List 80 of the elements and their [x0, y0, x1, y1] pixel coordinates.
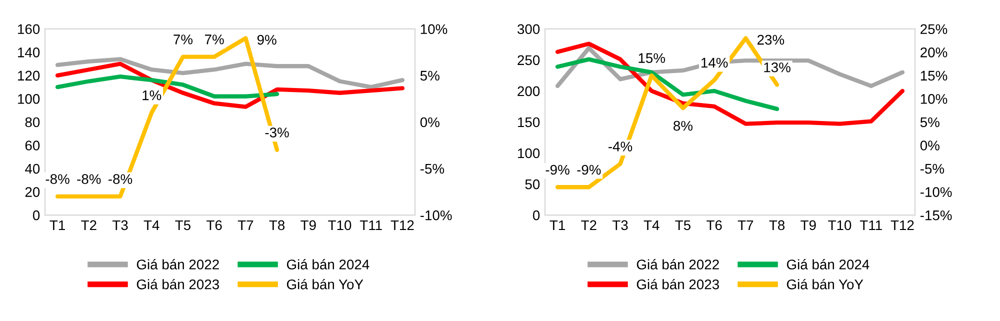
y2-tick-label: 15%	[920, 70, 948, 81]
data-label: 7%	[174, 34, 193, 44]
x-tick-label: T10	[328, 220, 352, 230]
legend-label: Giá bán 2024	[286, 259, 370, 270]
y2-tick-label: -15%	[920, 210, 952, 220]
legend-label: Giá bán 2024	[786, 259, 870, 270]
data-label: 1%	[142, 90, 162, 100]
line-series	[55, 57, 405, 90]
y-tick-label: 0	[32, 210, 40, 220]
legend-label: Giá bán YoY	[786, 278, 864, 290]
x-tick-label: T5	[675, 220, 690, 230]
y-tick-label: 140	[18, 47, 40, 58]
x-tick-label: T3	[112, 220, 128, 230]
data-label: -9%	[577, 164, 601, 175]
data-label: -4%	[608, 142, 632, 152]
y-tick-label: 60	[25, 140, 40, 150]
y-tick-label: 100	[518, 148, 540, 158]
x-tick-label: T12	[890, 220, 914, 230]
x-tick-label: T4	[644, 220, 660, 230]
x-tick-label: T12	[390, 220, 414, 230]
y-tick-label: 300	[518, 24, 540, 34]
x-tick-label: T8	[269, 220, 285, 230]
x-tick-label: T6	[706, 220, 722, 230]
y2-tick-label: 5%	[420, 70, 440, 81]
y-tick-label: 160	[18, 24, 40, 34]
legend-label: Giá bán YoY	[286, 278, 364, 290]
data-label: -8%	[108, 174, 132, 184]
y2-tick-label: -10%	[920, 187, 952, 197]
x-tick-label: T9	[300, 220, 316, 230]
data-label: 15%	[638, 53, 666, 63]
y2-tick-label: -10%	[420, 210, 452, 220]
y2-tick-label: 10%	[920, 94, 948, 104]
data-label: 8%	[674, 120, 693, 131]
legend-label: Giá bán 2022	[136, 259, 219, 270]
data-label: 13%	[764, 62, 790, 72]
x-tick-label: T3	[612, 220, 628, 230]
data-label: -9%	[546, 164, 570, 175]
x-tick-label: T7	[738, 220, 754, 230]
y2-tick-label: 0%	[920, 140, 940, 150]
x-tick-label: T11	[860, 220, 882, 230]
x-tick-label: T9	[800, 220, 816, 230]
x-tick-label: T4	[144, 220, 160, 230]
y2-tick-label: -5%	[420, 164, 444, 174]
x-tick-label: T2	[81, 220, 96, 230]
y2-tick-label: -5%	[920, 164, 944, 174]
y-tick-label: 150	[518, 117, 540, 128]
x-tick-label: T1	[550, 220, 565, 230]
y2-tick-label: 20%	[920, 47, 948, 58]
x-tick-label: T2	[581, 220, 596, 230]
y-tick-label: 200	[518, 86, 540, 96]
y-tick-label: 100	[18, 94, 40, 104]
y-tick-label: 120	[18, 70, 40, 81]
x-tick-label: T8	[769, 220, 785, 230]
y2-tick-label: 25%	[920, 24, 948, 34]
x-tick-label: T5	[175, 220, 190, 230]
x-tick-label: T11	[360, 220, 382, 230]
y2-tick-label: 0%	[420, 117, 440, 128]
y2-tick-label: 10%	[420, 24, 448, 34]
data-label: -8%	[77, 174, 101, 184]
line-series	[55, 74, 280, 98]
data-label: 9%	[257, 34, 276, 45]
y-tick-label: 0	[532, 210, 540, 220]
y-tick-label: 20	[25, 187, 40, 197]
y-tick-label: 250	[518, 55, 540, 66]
x-tick-label: T6	[206, 220, 222, 230]
legend-label: Giá bán 2023	[136, 278, 219, 290]
y-tick-label: 80	[25, 117, 40, 128]
data-label: -3%	[265, 128, 289, 138]
legend-label: Giá bán 2023	[636, 278, 719, 290]
line-series	[55, 62, 405, 109]
data-label: 23%	[757, 34, 784, 45]
data-label: 7%	[204, 34, 224, 44]
y-tick-label: 40	[25, 164, 40, 174]
x-tick-label: T1	[50, 220, 65, 230]
data-label: -8%	[46, 174, 70, 184]
legend-label: Giá bán 2022	[636, 259, 719, 270]
x-tick-label: T7	[238, 220, 254, 230]
x-tick-label: T10	[828, 220, 852, 230]
y-tick-label: 50	[525, 179, 540, 190]
y2-tick-label: 5%	[920, 117, 940, 128]
